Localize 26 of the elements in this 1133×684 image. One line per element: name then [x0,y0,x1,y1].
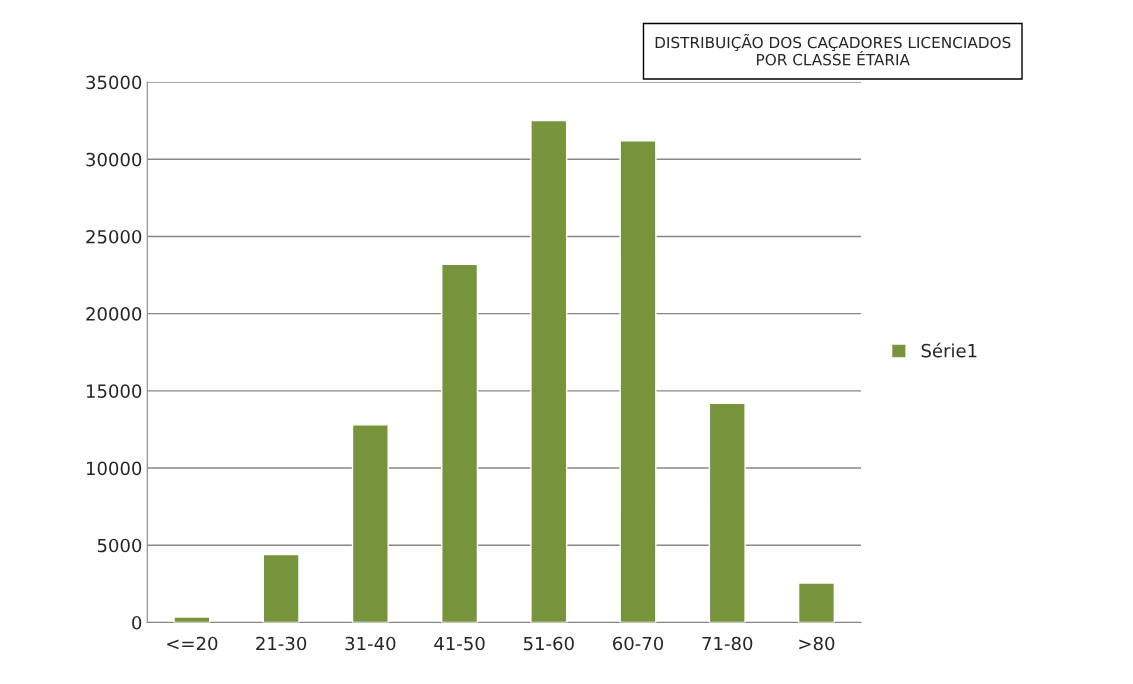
chart-title: DISTRIBUIÇÃO DOS CAÇADORES LICENCIADOS POR CLASSE ÉTARIA [655,34,1011,66]
x-tick-label: 41-50 [434,636,485,651]
x-tick-label: 71-80 [702,636,753,651]
y-tick-label: 20000 [86,307,142,321]
bar [351,424,389,623]
x-tick-label: 51-60 [523,636,574,651]
x-tick-label: <=20 [167,636,218,651]
bar [619,140,657,623]
x-tick-label: 60-70 [613,636,664,651]
y-tick-label: 15000 [86,384,142,398]
legend-label: Série1 [921,342,977,358]
x-tick-label: 21-30 [256,636,307,651]
bar [708,402,746,623]
y-tick-label: 5000 [97,538,142,553]
bar [797,582,836,623]
y-tick-label: 0 [132,615,142,630]
bar [262,553,300,623]
bar [173,616,211,623]
x-tick-label: 31-40 [345,636,396,651]
y-tick-label: 10000 [86,461,142,476]
y-tick-label: 25000 [86,229,142,244]
bar [441,263,479,623]
y-tick-label: 30000 [86,152,142,167]
y-tick-label: 35000 [86,75,142,90]
bar [530,119,568,623]
x-tick-label: >80 [799,636,835,651]
